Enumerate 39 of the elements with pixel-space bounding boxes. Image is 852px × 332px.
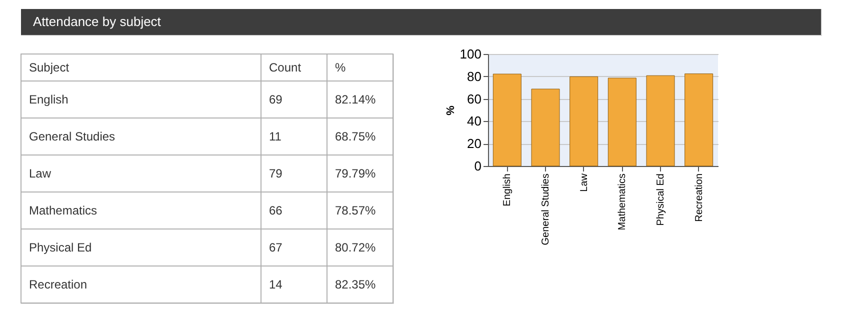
bar bbox=[492, 74, 522, 166]
bar bbox=[684, 74, 714, 166]
x-tick-label: Physical Ed bbox=[656, 174, 666, 226]
text: 79.79% bbox=[335, 166, 376, 180]
text: 14 bbox=[269, 278, 283, 292]
x-tick-label: General Studies bbox=[540, 174, 552, 246]
text: 68.75% bbox=[335, 130, 376, 144]
bar bbox=[531, 88, 560, 166]
text: Subject bbox=[29, 60, 70, 74]
text: General Studies bbox=[29, 130, 116, 144]
text: Attendance by subject bbox=[33, 14, 162, 29]
text: 69 bbox=[269, 92, 283, 106]
text: 79 bbox=[269, 166, 283, 180]
text: Physical Ed bbox=[29, 240, 92, 254]
y-tick-label: 0 bbox=[474, 158, 482, 174]
text: 82.14% bbox=[335, 92, 376, 106]
y-axis-title: % bbox=[444, 105, 457, 116]
text: Recreation bbox=[29, 278, 88, 292]
text: 82.35% bbox=[335, 278, 376, 292]
text: English bbox=[29, 92, 68, 106]
y-tick-label: 80 bbox=[467, 68, 482, 84]
x-tick-label: Mathematics bbox=[617, 174, 628, 230]
y-tick-label: 60 bbox=[467, 91, 482, 106]
x-tick-label: Recreation bbox=[694, 174, 705, 222]
x-tick-label: Law bbox=[578, 172, 590, 192]
text: 80.72% bbox=[335, 240, 376, 254]
y-tick-label: 40 bbox=[467, 114, 482, 129]
bar bbox=[570, 76, 598, 166]
bar bbox=[646, 75, 675, 166]
bar bbox=[608, 78, 636, 166]
text: 11 bbox=[269, 130, 282, 144]
text: Count bbox=[269, 60, 302, 74]
text: 78.57% bbox=[335, 204, 376, 218]
text: % bbox=[335, 60, 346, 74]
y-tick-label: 100 bbox=[460, 46, 482, 62]
x-tick-label: English bbox=[502, 174, 514, 206]
text: 66 bbox=[269, 204, 283, 218]
text: 67 bbox=[269, 240, 283, 254]
y-tick-label: 20 bbox=[467, 136, 482, 152]
